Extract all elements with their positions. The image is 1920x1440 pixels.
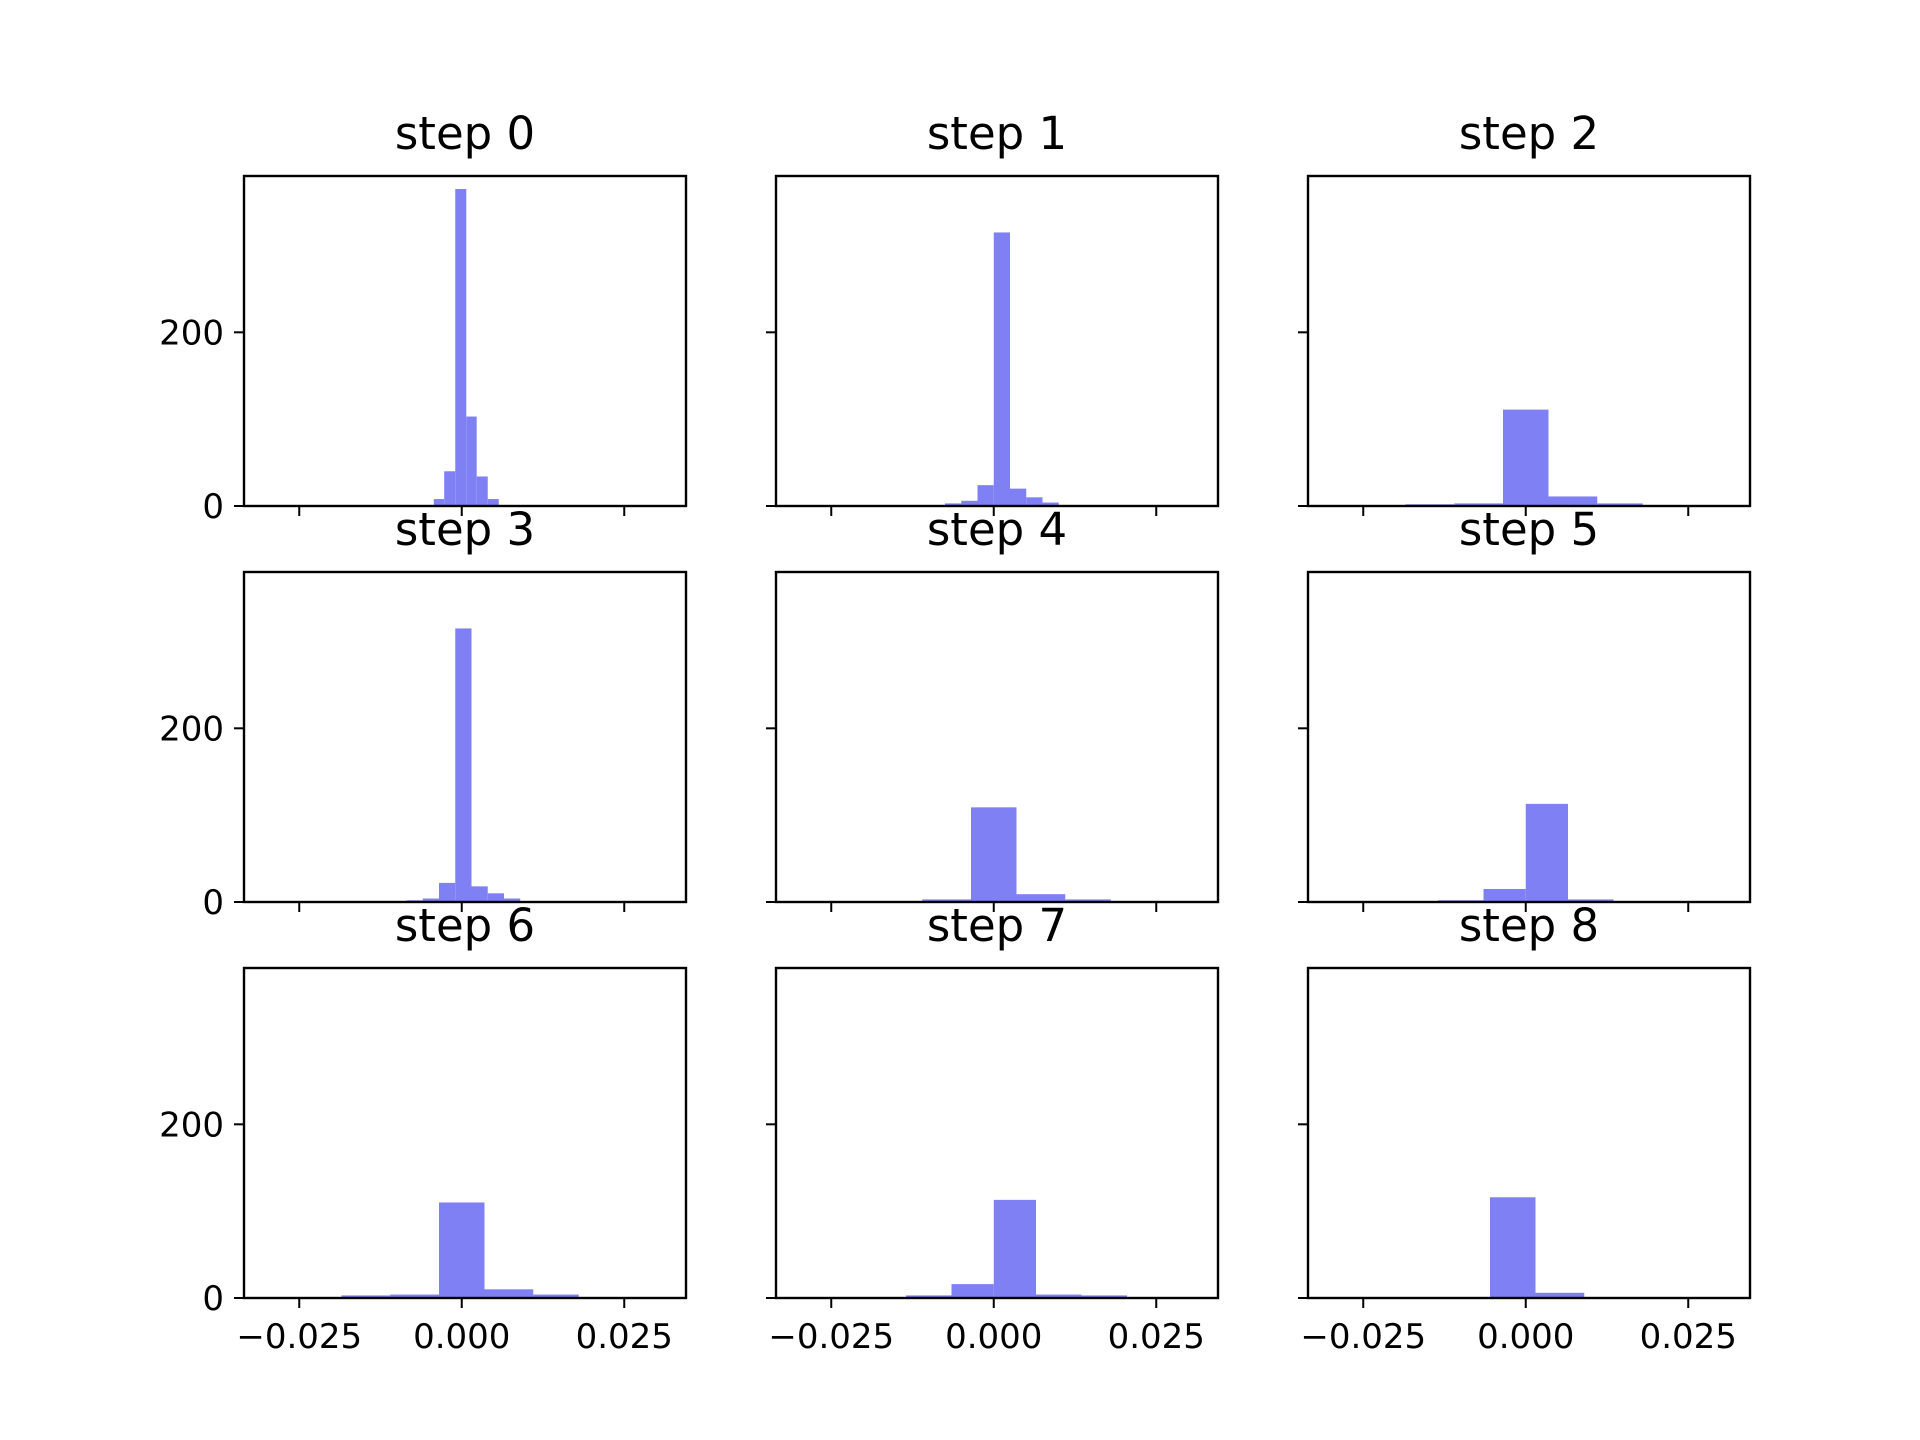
histogram-bar <box>906 1295 952 1298</box>
histogram-bar <box>945 503 962 506</box>
histogram-bar <box>971 807 1017 902</box>
histogram-bar <box>1525 803 1568 902</box>
histogram-bar <box>504 898 521 902</box>
histogram-bar <box>977 485 994 506</box>
histogram-bar <box>444 471 456 506</box>
histogram-bar <box>1483 888 1526 902</box>
panel-title: step 5 <box>1459 503 1599 556</box>
axes-frame <box>242 174 688 508</box>
panel-title: step 3 <box>395 503 535 556</box>
histogram-bar <box>471 886 488 902</box>
histogram-bar <box>993 1199 1036 1298</box>
histogram-bar <box>1081 1295 1127 1298</box>
histogram-bar <box>439 882 456 902</box>
histogram-bar <box>1065 899 1111 902</box>
histogram-panel: step 3 0 200 <box>159 503 688 923</box>
histogram-panel: step 7 −0.025 0.000 0.025 <box>766 899 1220 1357</box>
axes-frame <box>1306 966 1752 1300</box>
histogram-bar <box>1535 1292 1585 1298</box>
y-tick-label: 200 <box>159 709 224 749</box>
panels-group: step 0 0 200 step 1 step 2 step 3 0 200 step 4 st… <box>159 107 1752 1357</box>
histogram-bar <box>1568 899 1614 902</box>
histogram-bar <box>1490 1197 1536 1298</box>
panel-title: step 4 <box>927 503 1067 556</box>
histogram-bar <box>455 628 472 902</box>
x-tick-label: 0.000 <box>413 1317 510 1357</box>
histogram-bar <box>1597 503 1643 506</box>
axes-frame <box>1306 174 1752 508</box>
histogram-bar <box>961 500 978 506</box>
histogram-bar <box>439 1202 485 1298</box>
histogram-panel: step 6 0 200 −0.025 0.000 0.025 <box>159 899 688 1357</box>
y-tick-label: 200 <box>159 1105 224 1145</box>
axes-frame <box>774 570 1220 904</box>
histogram-panel: step 0 0 200 <box>159 107 688 527</box>
histogram-bar <box>533 1294 579 1298</box>
histogram-bar <box>1454 503 1503 506</box>
histogram-bar <box>476 476 488 506</box>
histogram-bar <box>1036 1294 1082 1298</box>
y-tick-label: 0 <box>202 883 224 923</box>
panel-title: step 8 <box>1459 899 1599 952</box>
axes-frame <box>242 966 688 1300</box>
histogram-bar <box>422 898 439 902</box>
histogram-bar <box>466 416 477 506</box>
histogram-bar <box>487 893 504 902</box>
x-tick-label: 0.025 <box>1640 1317 1737 1357</box>
panel-title: step 7 <box>927 899 1067 952</box>
y-tick-label: 200 <box>159 313 224 353</box>
x-tick-label: 0.025 <box>1108 1317 1205 1357</box>
panel-title: step 6 <box>395 899 535 952</box>
histogram-bar <box>1042 502 1059 506</box>
histogram-bar <box>1010 488 1027 506</box>
histogram-bar <box>993 232 1010 506</box>
y-tick-label: 0 <box>202 1279 224 1319</box>
histogram-bar <box>341 1295 391 1298</box>
histogram-bar <box>484 1289 534 1298</box>
panel-title: step 1 <box>927 107 1067 160</box>
axes-frame <box>242 570 688 904</box>
x-tick-label: 0.025 <box>576 1317 673 1357</box>
histogram-bar <box>922 899 971 902</box>
panel-title: step 2 <box>1459 107 1599 160</box>
histogram-panel: step 2 <box>1298 107 1752 516</box>
histogram-panel: step 1 <box>766 107 1220 516</box>
histogram-bar <box>487 499 499 506</box>
histogram-panel: step 8 −0.025 0.000 0.025 <box>1298 899 1752 1357</box>
histogram-bar <box>1016 894 1066 902</box>
histogram-bar <box>1548 496 1598 506</box>
axes-frame <box>774 174 1220 508</box>
histogram-bar <box>390 1294 439 1298</box>
x-tick-label: 0.000 <box>1477 1317 1574 1357</box>
x-tick-label: −0.025 <box>768 1317 894 1357</box>
axes-frame <box>774 966 1220 1300</box>
histogram-bar <box>433 499 445 506</box>
histogram-bar <box>951 1284 994 1298</box>
histogram-bar <box>1503 409 1549 506</box>
histogram-panel: step 5 <box>1298 503 1752 912</box>
x-tick-label: −0.025 <box>1300 1317 1426 1357</box>
histogram-panel: step 4 <box>766 503 1220 912</box>
axes-frame <box>1306 570 1752 904</box>
x-tick-label: 0.000 <box>945 1317 1042 1357</box>
histogram-bar <box>1026 497 1043 506</box>
x-tick-label: −0.025 <box>236 1317 362 1357</box>
y-tick-label: 0 <box>202 487 224 527</box>
panel-title: step 0 <box>395 107 535 160</box>
histogram-bar <box>455 189 467 506</box>
